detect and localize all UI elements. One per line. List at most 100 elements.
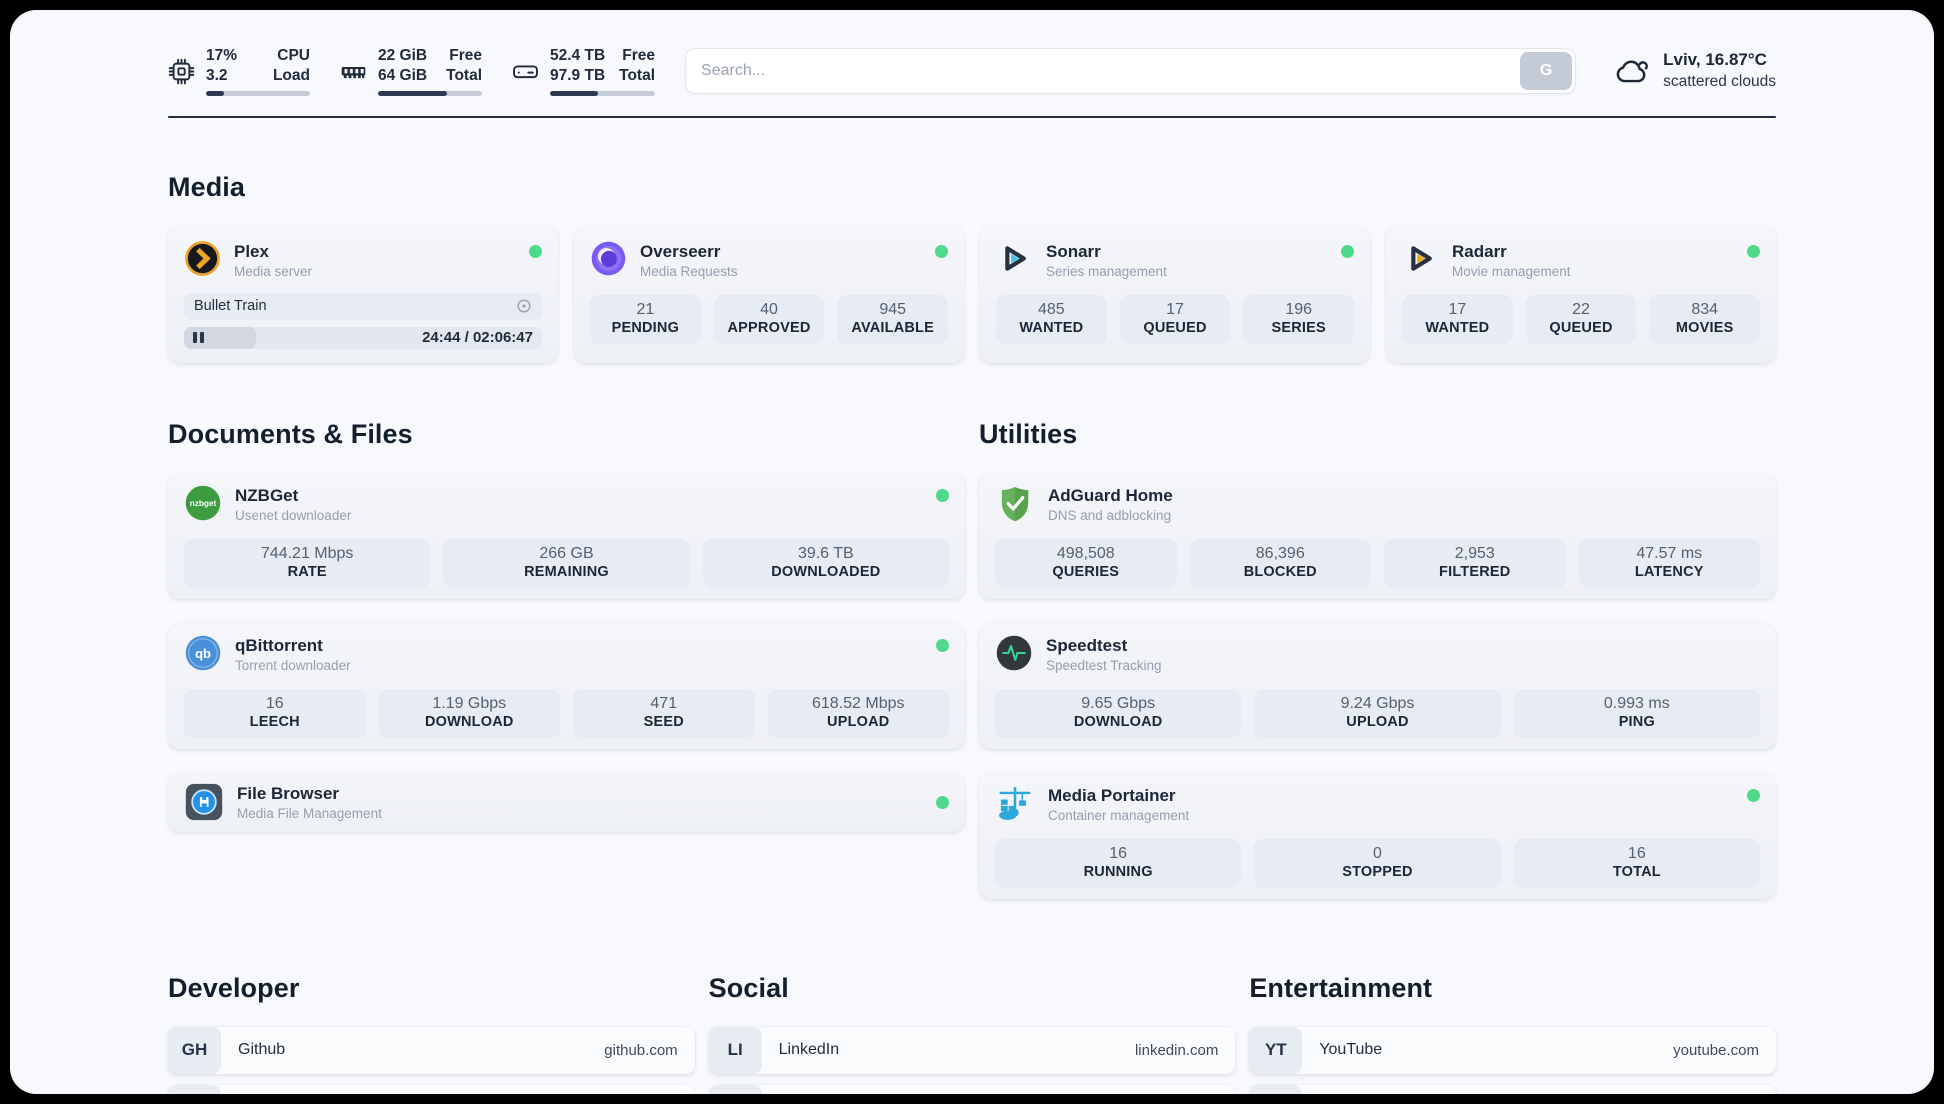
pause-icon[interactable] bbox=[193, 332, 204, 344]
app-subtitle: Series management bbox=[1046, 263, 1167, 279]
overseerr-icon bbox=[590, 240, 627, 277]
stat-latency: 47.57 ms LATENCY bbox=[1578, 538, 1760, 588]
stat-seed: 471 SEED bbox=[573, 688, 755, 738]
stat-wanted: 17 WANTED bbox=[1402, 294, 1513, 344]
app-title: NZBGet bbox=[235, 485, 299, 505]
filebrowser-card[interactable]: File Browser Media File Management bbox=[168, 772, 965, 832]
qbittorrent-card[interactable]: qb qBittorrent Torrent downloader 16 LEEC… bbox=[168, 622, 965, 749]
app-subtitle: Media server bbox=[234, 263, 313, 279]
stat-download: 9.65 Gbps DOWNLOAD bbox=[995, 688, 1242, 738]
search-engine-button[interactable]: G bbox=[1520, 52, 1573, 91]
system-stats: 17% 3.2 CPU Load bbox=[168, 46, 656, 97]
media-section-title: Media bbox=[168, 172, 246, 203]
stat-blocked: 86,396 BLOCKED bbox=[1189, 538, 1371, 588]
stat-download: 1.19 Gbps DOWNLOAD bbox=[378, 688, 560, 738]
overseerr-card[interactable]: Overseerr Media Requests 21 PENDING 40 APP… bbox=[574, 225, 964, 363]
app-subtitle: Media File Management bbox=[237, 806, 382, 822]
link-url: linkedin.com bbox=[1134, 1041, 1219, 1059]
link-abbr: SO bbox=[168, 1084, 221, 1094]
cpu-stat: 17% 3.2 CPU Load bbox=[168, 46, 310, 97]
stat-movies: 834 MOVIES bbox=[1649, 294, 1761, 344]
storage-icon bbox=[512, 58, 539, 85]
link-name: Github bbox=[238, 1041, 286, 1059]
search-box: G bbox=[685, 48, 1577, 95]
stat-queries: 498,508 QUERIES bbox=[995, 538, 1177, 588]
svg-text:qb: qb bbox=[195, 646, 211, 661]
app-subtitle: Media Requests bbox=[640, 263, 738, 279]
status-dot bbox=[1341, 244, 1354, 258]
weather-location-temp: Lviv, 16.87°C bbox=[1663, 50, 1767, 70]
link-stackoverflow[interactable]: SO StackOverflow stackoverflow.com bbox=[168, 1084, 695, 1094]
cloud-icon bbox=[1614, 57, 1650, 85]
memory-icon bbox=[340, 58, 367, 85]
link-twitter[interactable]: TW Twitter twitter.com bbox=[708, 1084, 1236, 1094]
status-dot bbox=[936, 795, 949, 809]
playback-time: 24:44 / 02:06:47 bbox=[422, 329, 533, 347]
sonarr-card[interactable]: Sonarr Series management 485 WANTED 17 QUE… bbox=[980, 225, 1370, 363]
radarr-icon bbox=[1402, 240, 1439, 277]
stat-running: 16 RUNNING bbox=[995, 839, 1242, 888]
media-grid: Plex Media server Bullet Train bbox=[168, 225, 1776, 363]
adguard-card[interactable]: AdGuard Home DNS and adblocking 498,508 Q… bbox=[979, 472, 1776, 599]
link-youtube[interactable]: YT YouTube youtube.com bbox=[1249, 1026, 1776, 1074]
plex-icon bbox=[184, 240, 221, 277]
plex-card[interactable]: Plex Media server Bullet Train bbox=[168, 225, 558, 363]
link-url: youtube.com bbox=[1673, 1041, 1759, 1059]
utilities-section-title: Utilities bbox=[979, 419, 1078, 450]
top-bar: 17% 3.2 CPU Load bbox=[168, 46, 1776, 97]
links-grid: Developer GH Github github.com SO StackO… bbox=[168, 951, 1776, 1094]
stat-rate: 744.21 Mbps RATE bbox=[184, 538, 431, 588]
app-title: Overseerr bbox=[640, 241, 721, 261]
link-github[interactable]: GH Github github.com bbox=[168, 1026, 695, 1074]
dashboard-page: 17% 3.2 CPU Load bbox=[10, 10, 1934, 1094]
entertainment-links-column: Entertainment YT YouTube youtube.com NF … bbox=[1249, 951, 1776, 1094]
app-title: AdGuard Home bbox=[1048, 485, 1173, 505]
memory-progress-bar bbox=[378, 91, 482, 97]
documents-section-title: Documents & Files bbox=[168, 419, 413, 450]
link-abbr: LI bbox=[708, 1026, 762, 1074]
storage-free-label: Free bbox=[622, 47, 656, 64]
radarr-card[interactable]: Radarr Movie management 17 WANTED 22 QUEUE… bbox=[1386, 225, 1776, 363]
link-linkedin[interactable]: LI LinkedIn linkedin.com bbox=[708, 1026, 1236, 1074]
stat-total: 16 TOTAL bbox=[1513, 839, 1760, 888]
stat-queued: 22 QUEUED bbox=[1525, 294, 1637, 344]
memory-free-label: Free bbox=[449, 47, 482, 64]
app-title: Sonarr bbox=[1046, 241, 1101, 261]
dashboard-content: 17% 3.2 CPU Load bbox=[10, 10, 1934, 1094]
stat-remaining: 266 GB REMAINING bbox=[443, 538, 690, 588]
cpu-progress-bar bbox=[206, 91, 310, 97]
weather-widget: Lviv, 16.87°C scattered clouds bbox=[1614, 49, 1776, 93]
stat-stopped: 0 STOPPED bbox=[1254, 839, 1501, 888]
status-dot bbox=[935, 244, 948, 258]
status-dot bbox=[1747, 788, 1760, 802]
app-subtitle: Speedtest Tracking bbox=[1046, 658, 1162, 673]
app-title: Speedtest bbox=[1046, 635, 1128, 655]
app-subtitle: DNS and adblocking bbox=[1048, 507, 1172, 523]
middle-columns: Documents & Files nzbget bbox=[168, 397, 1776, 899]
link-netflix[interactable]: NF Netflix netflix.com bbox=[1249, 1084, 1776, 1094]
portainer-card[interactable]: Media Portainer Container management 16 R… bbox=[979, 772, 1776, 899]
storage-progress-bar bbox=[550, 91, 656, 97]
stat-downloaded: 39.6 TB DOWNLOADED bbox=[702, 538, 949, 588]
now-playing-row[interactable]: Bullet Train bbox=[184, 292, 542, 320]
status-dot bbox=[529, 244, 542, 258]
stat-filtered: 2,953 FILTERED bbox=[1384, 538, 1566, 588]
app-title: Media Portainer bbox=[1048, 785, 1176, 805]
portainer-icon bbox=[995, 784, 1035, 824]
app-subtitle: Container management bbox=[1048, 808, 1190, 824]
app-subtitle: Movie management bbox=[1452, 263, 1571, 279]
link-abbr: YT bbox=[1249, 1026, 1303, 1074]
memory-stat: 22 GiB 64 GiB Free Total bbox=[340, 46, 482, 97]
speedtest-card[interactable]: Speedtest Speedtest Tracking 9.65 Gbps DO… bbox=[979, 622, 1776, 749]
cpu-usage-value: 17% bbox=[206, 47, 238, 64]
link-name: YouTube bbox=[1319, 1041, 1383, 1059]
app-title: qBittorrent bbox=[235, 635, 323, 655]
link-abbr: TW bbox=[708, 1084, 762, 1094]
search-input[interactable] bbox=[689, 62, 1521, 81]
filebrowser-icon bbox=[184, 782, 224, 822]
stat-leech: 16 LEECH bbox=[184, 688, 366, 738]
playback-progress[interactable]: 24:44 / 02:06:47 bbox=[184, 326, 542, 349]
nzbget-card[interactable]: nzbget NZBGet Usenet downloader 744.21 M… bbox=[168, 472, 965, 599]
weather-condition: scattered clouds bbox=[1663, 73, 1776, 91]
developer-links-column: Developer GH Github github.com SO StackO… bbox=[168, 951, 695, 1094]
